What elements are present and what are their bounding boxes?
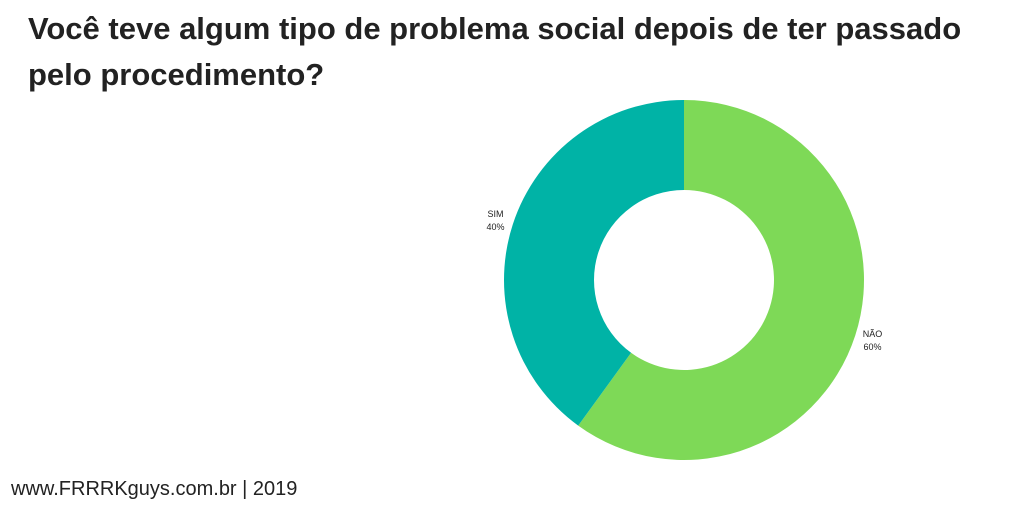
chart-title: Você teve algum tipo de problema social … [28, 11, 962, 92]
slice-value-não: 60% [863, 342, 881, 352]
slice-label-não: NÃO [863, 329, 883, 339]
footer-credit: www.FRRRKguys.com.br | 2019 [11, 478, 298, 500]
slice-sim [504, 100, 684, 426]
slice-label-sim: SIM [487, 209, 503, 219]
slice-value-sim: 40% [486, 222, 504, 232]
donut-slices [504, 100, 865, 461]
slice-labels: NÃO 60% SIM 40% [486, 209, 882, 352]
slice-não [578, 100, 865, 461]
